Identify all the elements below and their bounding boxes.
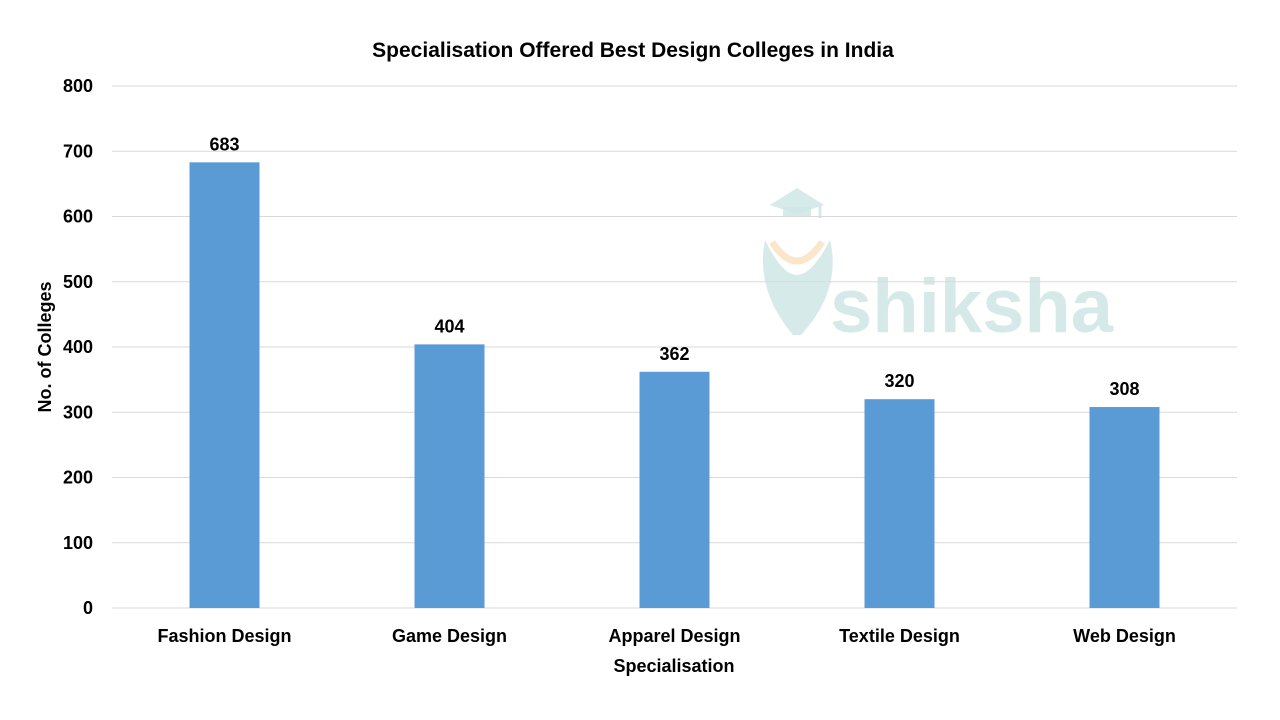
data-label: 320 <box>884 371 914 391</box>
chart-title: Specialisation Offered Best Design Colle… <box>372 39 894 62</box>
bar-textile-design[interactable] <box>864 399 935 608</box>
x-category-label: Game Design <box>392 626 507 646</box>
x-axis-categories: Fashion Design Game Design Apparel Design T… <box>157 626 1175 646</box>
data-label: 362 <box>659 344 689 364</box>
data-label: 683 <box>209 134 239 154</box>
y-tick-label: 200 <box>63 468 93 488</box>
bars <box>189 162 1160 608</box>
y-tick-label: 400 <box>63 337 93 357</box>
y-axis-title: No. of Colleges <box>35 281 55 412</box>
bar-web-design[interactable] <box>1089 407 1160 608</box>
y-tick-label: 300 <box>63 402 93 422</box>
data-label: 308 <box>1109 379 1139 399</box>
y-tick-label: 0 <box>83 598 93 618</box>
graduation-cap-icon <box>762 188 833 335</box>
watermark-logo: shiksha <box>762 188 1114 349</box>
data-label: 404 <box>434 316 464 336</box>
data-labels: 683 404 362 320 308 <box>209 134 1139 399</box>
watermark-text: shiksha <box>830 264 1114 349</box>
bar-game-design[interactable] <box>414 344 485 608</box>
y-tick-label: 600 <box>63 207 93 227</box>
y-tick-label: 500 <box>63 272 93 292</box>
x-category-label: Web Design <box>1073 626 1176 646</box>
bar-apparel-design[interactable] <box>639 371 710 608</box>
bar-fashion-design[interactable] <box>189 162 260 608</box>
x-category-label: Textile Design <box>839 626 960 646</box>
x-category-label: Apparel Design <box>608 626 740 646</box>
y-tick-label: 800 <box>63 76 93 96</box>
y-tick-label: 100 <box>63 533 93 553</box>
y-tick-label: 700 <box>63 141 93 161</box>
x-category-label: Fashion Design <box>157 626 291 646</box>
y-axis-ticks: 0 100 200 300 400 500 600 700 800 <box>63 76 93 618</box>
x-axis-title: Specialisation <box>613 656 734 676</box>
